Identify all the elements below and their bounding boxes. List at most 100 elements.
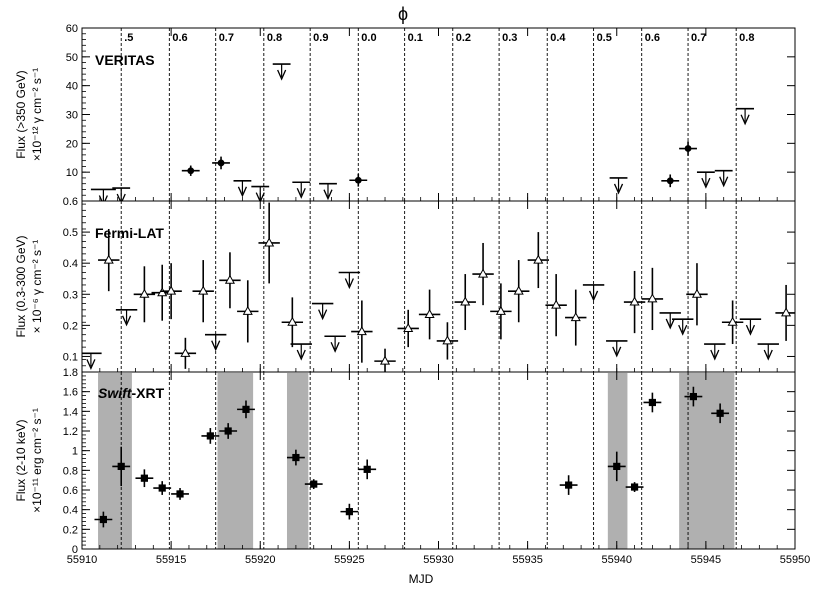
upper-limit-arrow [121, 315, 132, 327]
data-point [287, 316, 298, 326]
data-marks [82, 202, 795, 372]
phase-label: .5 [124, 32, 133, 44]
data-point [647, 293, 658, 303]
upper-limit-arrow [277, 69, 287, 81]
panel-title-italic: Swift [98, 385, 133, 401]
data-point [648, 398, 656, 407]
upper-limit-arrow [318, 309, 328, 321]
data-point [117, 462, 125, 470]
data-point [198, 285, 209, 295]
upper-limit-arrow [296, 187, 306, 199]
y-axis-title-line1: Flux (>350 GeV) [14, 70, 28, 158]
data-point [727, 316, 738, 326]
data-point [217, 159, 225, 167]
data-point [139, 288, 150, 298]
data-marks [94, 386, 730, 528]
y-tick-label: 0.8 [63, 465, 78, 477]
y-tick-label: 0.6 [63, 196, 78, 208]
data-point [99, 515, 107, 524]
phase-label: 0.7 [691, 32, 706, 44]
data-point [354, 176, 362, 184]
x-tick-label: 55950 [780, 554, 811, 566]
y-tick-label: 0.1 [63, 351, 78, 363]
y-tick-label: 60 [66, 23, 78, 35]
data-point [176, 490, 184, 498]
data-point [424, 308, 435, 318]
y-axis-title-line1: Flux (0.3-300 GeV) [14, 235, 28, 337]
y-tick-label: 1.4 [63, 406, 78, 418]
data-point [630, 483, 639, 491]
data-marks [90, 63, 755, 201]
y-tick-label: 50 [66, 52, 78, 64]
upper-limit-arrow [740, 114, 750, 126]
upper-limit-arrow [323, 189, 333, 201]
phase-label: 0.8 [267, 32, 282, 44]
panel-title: VERITAS [95, 52, 155, 68]
data-point [513, 285, 524, 295]
data-point [264, 237, 275, 247]
x-tick-label: 55940 [601, 554, 632, 566]
upper-limit-arrow [237, 186, 248, 198]
phase-label: 0.7 [219, 32, 234, 44]
data-point [781, 307, 792, 317]
y-tick-label: 0 [72, 544, 78, 556]
x-tick-label: 55915 [156, 554, 187, 566]
data-point [403, 322, 414, 332]
upper-limit-arrow [719, 176, 729, 188]
upper-limit-arrow [613, 183, 624, 195]
upper-limit-arrow [330, 341, 340, 353]
y-axis-title-line2: ×10⁻¹² γ cm⁻² s⁻¹ [30, 68, 44, 161]
data-point [242, 405, 250, 413]
data-point [224, 427, 232, 435]
upper-limit-arrow [116, 193, 126, 201]
data-point [242, 305, 253, 315]
upper-limit-arrow [745, 324, 756, 336]
panel-title: Fermi-LAT [95, 225, 164, 241]
data-point [292, 453, 300, 462]
phase-label: 0.6 [645, 32, 660, 44]
phase-label: 0.8 [739, 32, 754, 44]
upper-limit-arrow [98, 195, 108, 201]
data-point [158, 484, 166, 492]
y-tick-label: 0.3 [63, 289, 78, 301]
y-tick-label: 1 [72, 446, 78, 458]
upper-limit-arrow [763, 349, 773, 361]
x-axis-label: MJD [409, 572, 434, 586]
x-tick-label: 55930 [423, 554, 454, 566]
phase-label: 0.2 [456, 32, 471, 44]
upper-limit-arrow [211, 340, 221, 352]
data-point [629, 296, 640, 306]
upper-limit-arrow [255, 192, 265, 201]
data-point [187, 167, 195, 175]
panel-title-rest: -XRT [131, 385, 164, 401]
shaded-band [607, 373, 628, 549]
y-tick-label: 0.4 [63, 258, 78, 270]
panel-swift: 0 0.2 0.4 0.6 0.8 1 1.2 1.4 1.6 1.8 Flux (2-10 keV… [14, 367, 796, 556]
upper-limit-arrow [678, 324, 688, 336]
y-tick-label: 1.8 [63, 367, 78, 379]
data-point [716, 409, 724, 417]
data-point [442, 335, 453, 345]
phase-label: 0.4 [550, 32, 566, 44]
x-tick-label: 55910 [67, 554, 98, 566]
y-axis-title-line2: ×10⁻¹¹ erg cm⁻² s⁻¹ [30, 408, 44, 513]
data-point [689, 392, 697, 401]
y-tick-label: 40 [66, 81, 78, 93]
phase-label: 0.6 [172, 32, 187, 44]
phase-axis-label: ϕ [398, 4, 408, 24]
phase-label: 0.1 [408, 32, 423, 44]
y-tick-label: 20 [66, 138, 78, 150]
data-point [478, 268, 489, 278]
x-tick-label: 55945 [691, 554, 722, 566]
y-tick-label: 1.2 [63, 426, 78, 438]
upper-limit-arrow [344, 278, 354, 290]
data-point [565, 481, 573, 489]
data-point [356, 326, 367, 336]
y-tick-label: 0.4 [63, 505, 78, 517]
upper-limit-arrow [588, 290, 599, 302]
shaded-band [217, 373, 254, 549]
x-tick-label: 55935 [512, 554, 543, 566]
data-point [495, 305, 506, 315]
upper-limit-arrow [665, 318, 675, 330]
